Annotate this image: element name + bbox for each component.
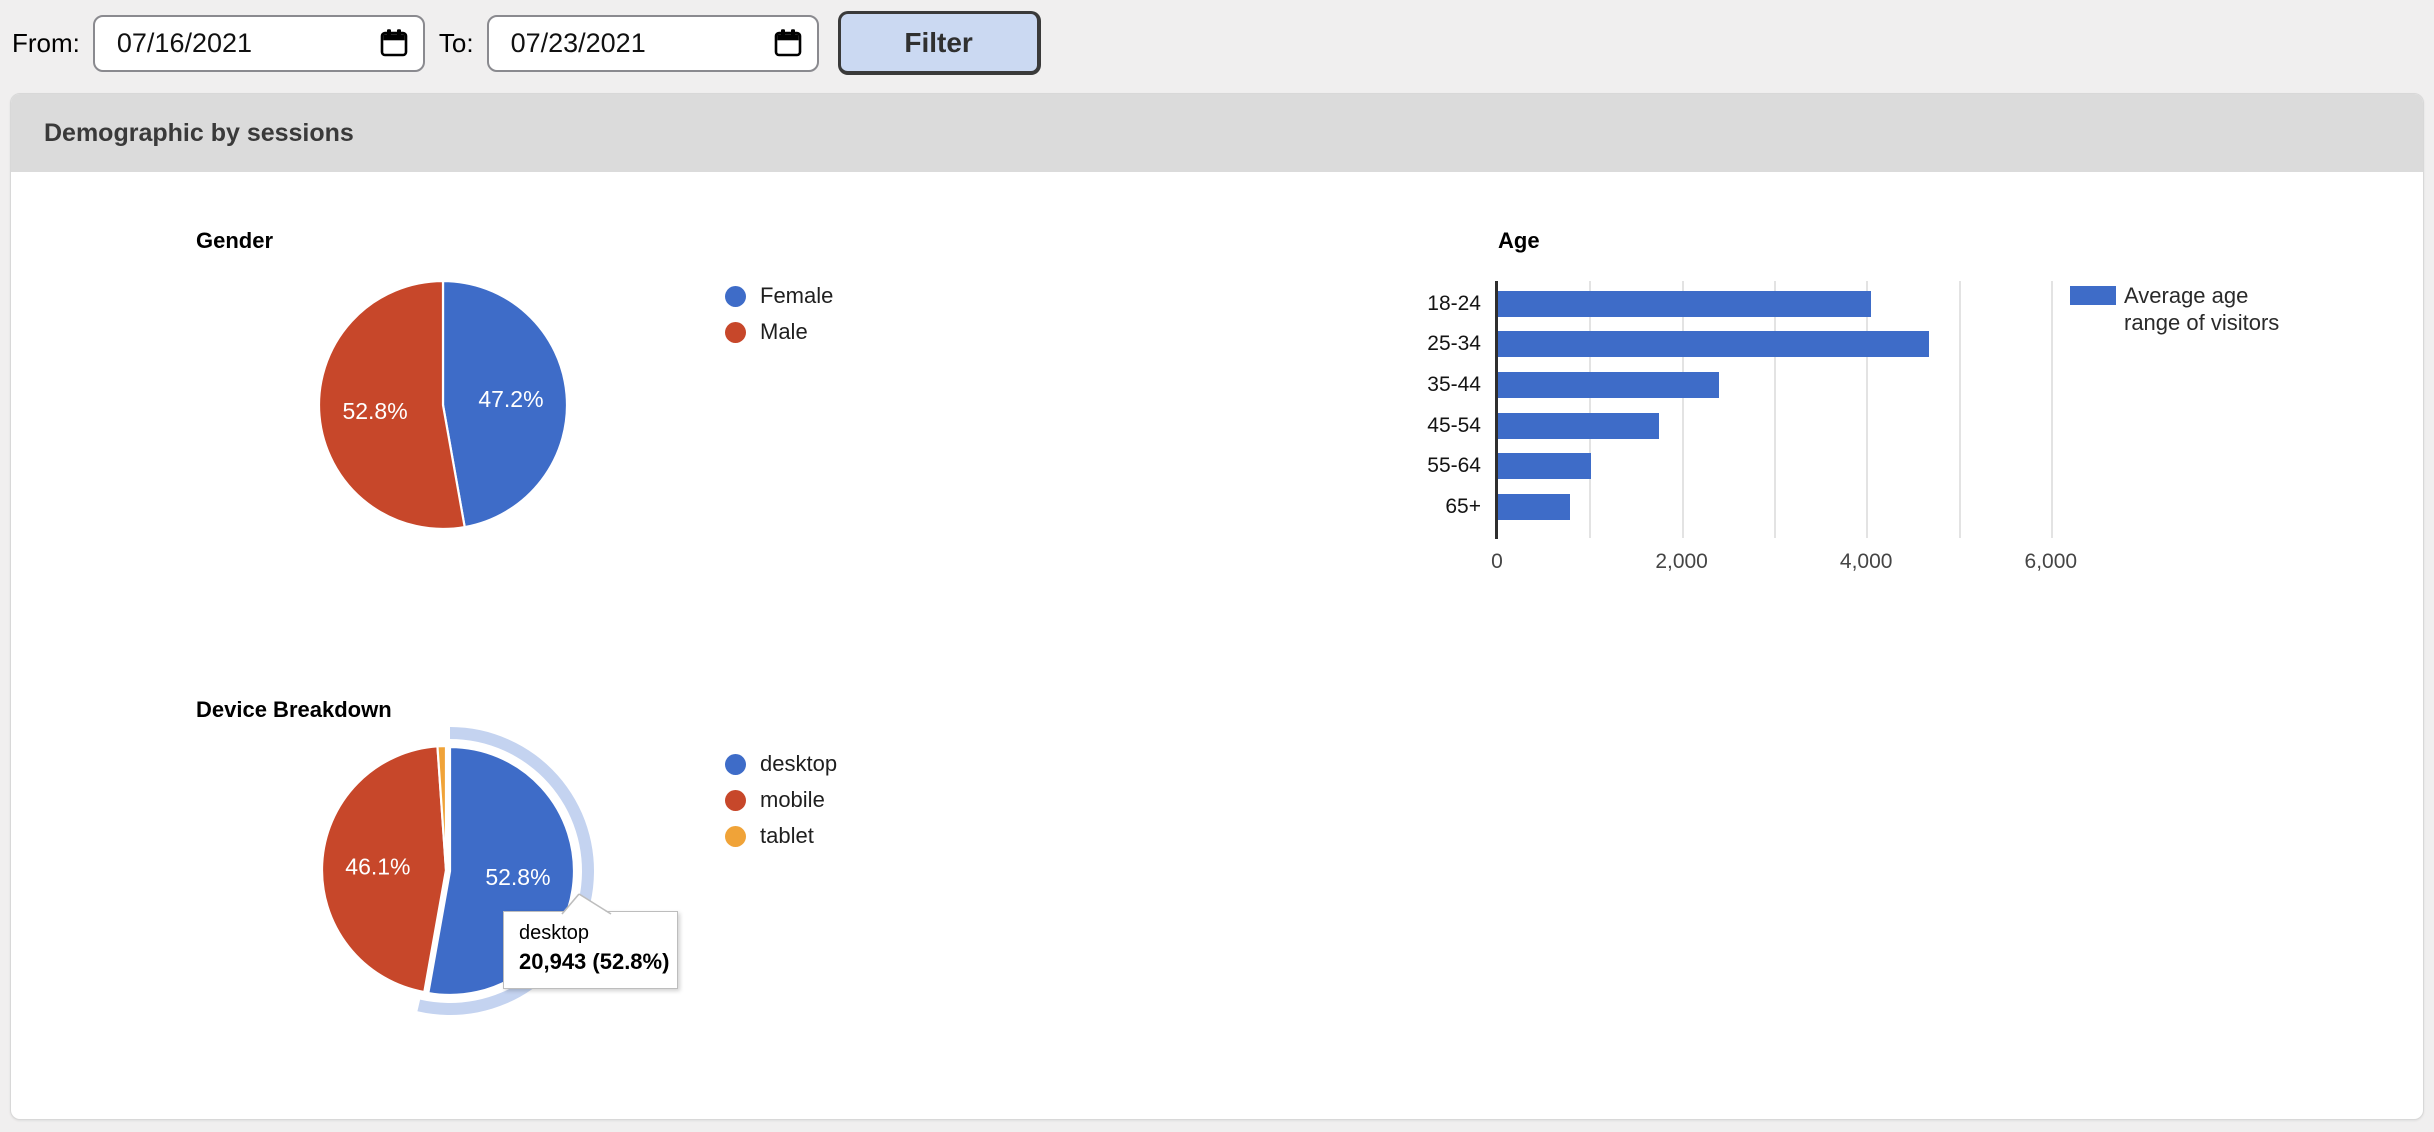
age-category-label: 45-54 (1427, 413, 1481, 437)
pie-slice-percent-label: 46.1% (345, 853, 410, 879)
demographic-panel: Demographic by sessions Gender 47.2% 52.8… (10, 93, 2424, 1120)
age-bar-35-44[interactable] (1497, 371, 1719, 398)
gender-pie-chart: 47.2% 52.8% (317, 279, 569, 531)
legend-item-tablet: tablet (725, 818, 837, 854)
legend-dot (725, 321, 746, 343)
legend-dot (725, 789, 746, 811)
pie-slice-percent-label: 52.8% (342, 398, 407, 424)
pie-slice-percent-label: 47.2% (478, 386, 543, 412)
date-filter-bar: From: 07/16/2021 To: 07/23/2021 (12, 11, 1041, 75)
legend-dot (725, 285, 746, 307)
gridline (2050, 281, 2053, 538)
legend-label: Female (760, 283, 834, 308)
age-legend-line2: range of visitors (2124, 310, 2280, 335)
device-legend: desktop mobile tablet (725, 746, 837, 854)
device-slice-tooltip: desktop 20,943 (52.8%) (503, 893, 678, 989)
to-label: To: (438, 27, 474, 58)
legend-item-Male: Male (725, 314, 833, 350)
age-axis-tick-label: 0 (1491, 550, 1503, 573)
age-axis-baseline (1495, 281, 1498, 539)
age-bar-chart (1497, 281, 2072, 538)
age-axis-tick-label: 2,000 (1655, 550, 1708, 573)
device-chart-title: Device Breakdown (196, 697, 392, 722)
gridline (1866, 281, 1869, 538)
from-date-value: 07/16/2021 (116, 27, 253, 58)
to-date-value: 07/23/2021 (510, 27, 646, 58)
age-legend-line1: Average age (2124, 283, 2249, 308)
legend-dot (725, 825, 746, 847)
age-chart-title: Age (1498, 228, 1540, 253)
tooltip-slice-label: desktop (519, 922, 590, 944)
calendar-icon[interactable] (379, 28, 409, 58)
panel-body: Gender 47.2% 52.8% Female Male Age 18-24 25… (11, 172, 2423, 1118)
age-bar-18-24[interactable] (1497, 290, 1871, 317)
age-category-label: 18-24 (1427, 291, 1481, 315)
age-bar-55-64[interactable] (1497, 453, 1592, 480)
tooltip-pointer (561, 893, 612, 915)
pie-slice-percent-label: 52.8% (485, 864, 550, 890)
panel-title: Demographic by sessions (44, 118, 354, 147)
age-legend-swatch (2070, 286, 2116, 305)
pie-slice-Female[interactable] (441, 279, 569, 529)
age-category-label: 25-34 (1427, 332, 1481, 356)
legend-item-mobile: mobile (725, 782, 837, 818)
age-bar-65+[interactable] (1497, 494, 1570, 520)
calendar-icon[interactable] (773, 28, 803, 58)
gridline (1681, 281, 1684, 538)
tooltip-slice-value: 20,943 (52.8%) (519, 949, 670, 974)
from-label: From: (12, 27, 80, 58)
age-axis-tick-label: 4,000 (1839, 550, 1893, 573)
gender-chart-title: Gender (196, 228, 274, 253)
gridline (1773, 281, 1776, 538)
age-category-label: 35-44 (1427, 372, 1481, 396)
legend-label: tablet (760, 823, 814, 848)
pie-slice-tablet[interactable] (436, 744, 448, 871)
legend-label: mobile (760, 787, 825, 812)
age-bar-25-34[interactable] (1497, 331, 1929, 358)
legend-label: Male (760, 319, 808, 344)
gridline (1958, 281, 1961, 538)
legend-label: desktop (760, 751, 838, 776)
filter-button[interactable]: Filter (837, 11, 1041, 75)
age-axis-tick-label: 6,000 (2024, 550, 2078, 573)
age-bar-45-54[interactable] (1497, 412, 1659, 439)
panel-header: Demographic by sessions (11, 94, 2423, 172)
legend-item-Female: Female (725, 278, 833, 314)
pie-slice-mobile[interactable] (320, 745, 448, 994)
legend-dot (725, 753, 746, 775)
pie-slice-Male[interactable] (317, 279, 466, 531)
from-date-input[interactable]: 07/16/2021 (92, 14, 425, 72)
gridline (1589, 281, 1592, 538)
age-category-label: 65+ (1445, 495, 1481, 518)
gender-legend: Female Male (725, 278, 833, 350)
age-category-label: 55-64 (1427, 454, 1481, 478)
legend-item-desktop: desktop (725, 746, 837, 782)
to-date-input[interactable]: 07/23/2021 (486, 14, 819, 72)
